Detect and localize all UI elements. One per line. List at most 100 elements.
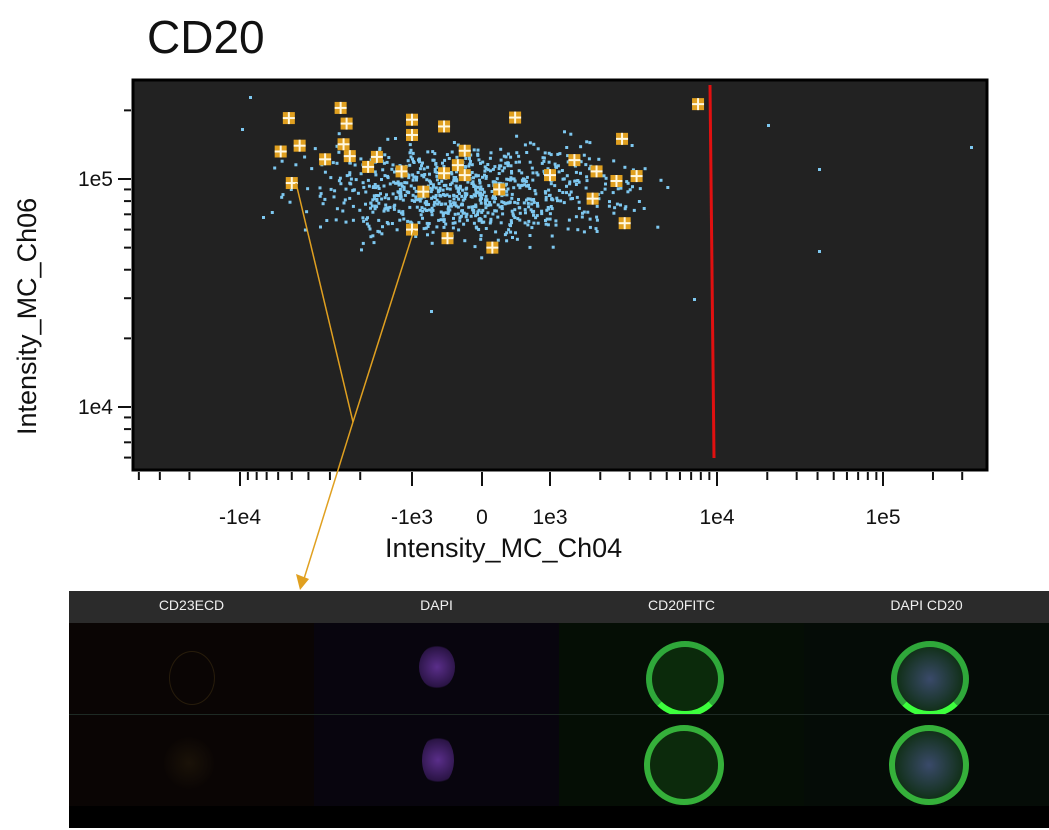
event-point [602, 174, 606, 178]
highlighted-event[interactable] [618, 217, 631, 230]
event-point [567, 218, 571, 222]
highlighted-event[interactable] [630, 170, 643, 183]
event-point [373, 170, 377, 174]
event-point [349, 177, 353, 181]
event-point [435, 165, 439, 169]
gate-line[interactable] [708, 84, 716, 459]
highlighted-event[interactable] [610, 175, 623, 188]
highlighted-event[interactable] [274, 145, 287, 158]
cell-image-cd23ecd[interactable] [69, 715, 314, 806]
highlighted-event[interactable] [340, 117, 353, 130]
event-point [516, 217, 520, 221]
event-point [470, 205, 474, 209]
event-point [551, 245, 555, 249]
cell-image-dapi-cd20[interactable] [804, 715, 1049, 806]
highlighted-event[interactable] [544, 169, 556, 182]
cell-image-cd20fitc[interactable] [559, 715, 804, 806]
cell-image-dapi-cd20[interactable] [804, 623, 1049, 717]
event-point [411, 178, 415, 182]
event-point [441, 214, 445, 218]
event-point [536, 221, 540, 225]
x-tick-label: 1e5 [865, 506, 900, 529]
event-point [402, 185, 406, 189]
event-point [481, 160, 485, 164]
highlighted-event[interactable] [319, 153, 332, 166]
cell-image-cd23ecd[interactable] [69, 623, 314, 714]
event-point [313, 147, 317, 151]
highlighted-event[interactable] [417, 185, 430, 198]
event-point [339, 182, 343, 186]
event-point [555, 196, 559, 200]
event-point [492, 194, 495, 198]
event-point [436, 190, 440, 194]
event-point [281, 193, 285, 197]
event-point [483, 214, 487, 218]
highlighted-event[interactable] [616, 132, 629, 145]
event-point [545, 217, 549, 221]
highlighted-event[interactable] [438, 120, 451, 133]
highlighted-event[interactable] [493, 183, 506, 196]
highlighted-event[interactable] [282, 112, 295, 125]
event-point [500, 205, 504, 208]
event-point [400, 184, 404, 188]
highlighted-event[interactable] [451, 159, 464, 172]
highlighted-event[interactable] [486, 241, 499, 254]
event-point [418, 199, 422, 203]
event-point [415, 178, 418, 182]
event-point [438, 186, 442, 190]
highlighted-event[interactable] [586, 192, 599, 205]
highlighted-event[interactable] [395, 165, 408, 178]
highlighted-event[interactable] [406, 128, 418, 141]
highlighted-event[interactable] [458, 169, 471, 182]
highlighted-event[interactable] [334, 101, 347, 114]
event-point [547, 160, 551, 164]
event-point [382, 184, 386, 188]
highlighted-event[interactable] [406, 113, 418, 126]
event-point [494, 197, 497, 200]
highlighted-event[interactable] [343, 150, 356, 163]
highlighted-event[interactable] [590, 165, 603, 178]
highlighted-event[interactable] [406, 223, 418, 236]
highlighted-event[interactable] [441, 232, 454, 245]
highlighted-event[interactable] [337, 138, 350, 151]
event-point [530, 202, 534, 206]
event-point [535, 214, 539, 218]
event-point [529, 208, 533, 212]
event-point [484, 227, 488, 230]
cell-image-dapi[interactable] [314, 715, 559, 806]
cell-image-cd20fitc[interactable] [559, 623, 804, 717]
highlighted-event[interactable] [458, 144, 471, 157]
event-point [520, 183, 524, 187]
event-point [584, 186, 588, 190]
event-point [369, 201, 373, 205]
cell-image-dapi[interactable] [314, 623, 559, 714]
event-point [432, 158, 436, 162]
highlighted-event[interactable] [285, 177, 298, 190]
event-point [440, 202, 444, 206]
y-tick-label: 1e5 [78, 168, 113, 191]
event-point [452, 176, 456, 179]
highlighted-event[interactable] [568, 154, 581, 167]
highlighted-event[interactable] [692, 98, 705, 111]
event-point [484, 167, 488, 170]
event-point [550, 207, 554, 211]
event-point [489, 217, 493, 221]
event-point [411, 193, 415, 197]
event-point [528, 234, 532, 237]
event-point [390, 167, 394, 171]
highlighted-event[interactable] [362, 160, 375, 173]
event-point [624, 205, 628, 209]
event-point [510, 170, 513, 173]
event-point [526, 197, 530, 201]
event-point [306, 187, 310, 191]
event-point [414, 235, 418, 238]
event-point [371, 198, 375, 202]
event-point [430, 206, 434, 210]
event-point [472, 209, 476, 212]
event-point [476, 174, 480, 178]
highlighted-event[interactable] [509, 111, 522, 124]
highlighted-event[interactable] [370, 150, 383, 163]
event-point [574, 183, 578, 186]
highlighted-event[interactable] [438, 167, 451, 180]
highlighted-event[interactable] [293, 139, 306, 152]
